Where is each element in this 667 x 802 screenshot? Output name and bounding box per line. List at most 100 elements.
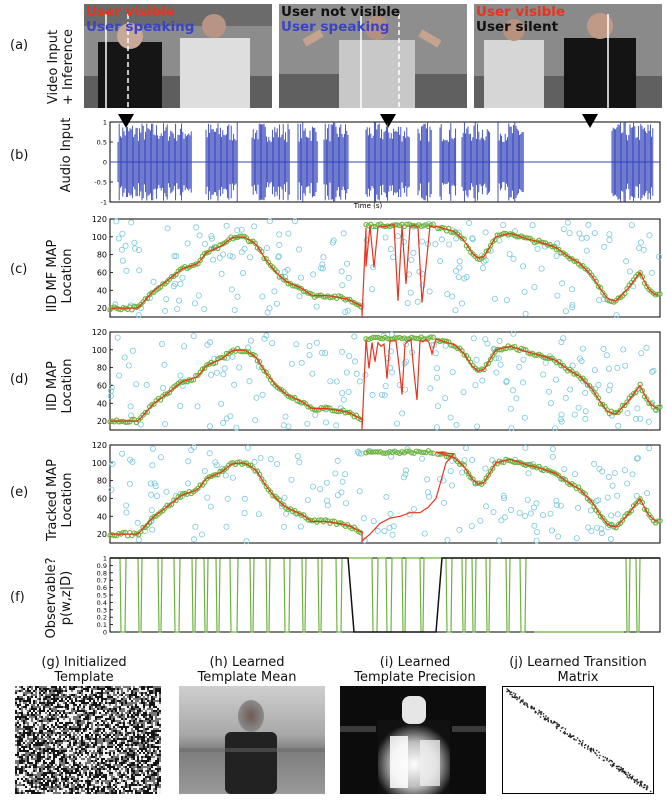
observation-point [231, 381, 238, 388]
observation-point [271, 288, 278, 295]
observation-point [346, 353, 353, 360]
observation-point [569, 362, 576, 369]
observation-point [108, 486, 115, 493]
observation-point [500, 221, 507, 228]
tracked-location-line [110, 451, 658, 543]
observation-point [477, 517, 484, 524]
observation-point [623, 258, 630, 265]
observation-point [126, 480, 133, 487]
observation-point [267, 456, 274, 463]
observation-point [595, 381, 602, 388]
map-estimate-point [404, 221, 410, 227]
observation-point [566, 230, 573, 237]
observation-point [148, 507, 155, 514]
map-estimate-point [423, 336, 429, 342]
observation-point [228, 286, 235, 293]
observation-point [206, 450, 213, 457]
observation-point [540, 512, 547, 519]
caption-j: (j) Learned Transition Matrix [492, 655, 664, 685]
observation-point [356, 378, 363, 385]
observation-point [118, 246, 125, 253]
observation-point [382, 234, 389, 241]
map-estimate-point [370, 223, 376, 230]
map-estimate-point [116, 306, 122, 312]
observation-point [177, 280, 184, 287]
observation-point [296, 293, 303, 300]
observation-point [119, 230, 126, 237]
observation-point [172, 280, 179, 287]
observation-point [519, 379, 526, 386]
observation-point [332, 470, 339, 477]
map-estimate-point [485, 472, 492, 478]
observation-point [628, 222, 635, 229]
map-estimate-point [595, 509, 602, 516]
observation-point [531, 522, 538, 529]
observation-point [223, 222, 230, 229]
ytick-label: 60 [97, 494, 107, 503]
observation-point [198, 531, 205, 538]
map-estimate-point [372, 334, 379, 341]
map-estimate-point [465, 245, 472, 252]
map-estimate-point [382, 450, 388, 456]
observation-point [282, 413, 289, 420]
ytick-label: 60 [97, 268, 107, 277]
observation-point [489, 457, 496, 464]
observation-point [545, 388, 552, 395]
observation-point [521, 288, 528, 295]
observation-point [507, 405, 514, 412]
observation-point [339, 478, 346, 485]
observation-point [561, 466, 568, 473]
observation-point [296, 459, 303, 466]
observation-point [383, 493, 390, 500]
observation-point [473, 356, 480, 363]
observation-point [562, 394, 569, 401]
observation-point [521, 513, 528, 520]
observable-ytick-label: 0.1 [97, 621, 107, 629]
observation-point [275, 253, 282, 260]
map-estimate-point [138, 528, 144, 535]
observation-point [529, 222, 536, 229]
frame-3-speech: User silent [476, 19, 559, 35]
observable-ytick-label: 0.8 [97, 569, 107, 577]
observation-point [579, 345, 586, 352]
observation-point [351, 333, 358, 340]
map-estimate-point [239, 233, 245, 239]
observation-point [440, 499, 447, 506]
observation-point [116, 372, 123, 379]
panel-f-label: (f) [10, 590, 25, 605]
observation-point [179, 274, 186, 281]
observation-point [338, 268, 345, 275]
observation-point [309, 483, 316, 490]
observation-point [468, 456, 475, 463]
observation-point [498, 517, 505, 524]
observable-ytick-label: 0.4 [97, 599, 107, 607]
map-estimate-point [142, 296, 148, 302]
observation-point [531, 284, 538, 291]
observation-point [419, 238, 426, 245]
observation-point [136, 267, 143, 274]
observation-point [163, 296, 170, 303]
observation-point [426, 288, 433, 295]
panel-d-ylabel-line2: Location [60, 358, 75, 414]
tracked-location-line [110, 224, 658, 318]
observation-point [363, 237, 370, 244]
observation-point [251, 458, 258, 465]
panel-c-label: (c) [10, 262, 28, 277]
map-estimate-point [589, 499, 595, 505]
observation-point [177, 403, 184, 410]
observation-point [351, 358, 358, 365]
observation-point [151, 480, 158, 487]
observation-point [149, 445, 156, 452]
map-estimate-point [602, 292, 608, 299]
panel-c-ylabel-line2: Location [60, 248, 75, 304]
observation-point [164, 225, 171, 232]
observation-point [646, 445, 653, 452]
observation-point [458, 300, 465, 307]
observation-point [540, 371, 547, 378]
observation-point [216, 254, 223, 261]
observation-point [276, 241, 283, 248]
observation-point [342, 500, 349, 507]
observable-ytick-label: 0.9 [97, 562, 107, 570]
observation-point [266, 218, 273, 225]
observation-point [264, 309, 271, 316]
